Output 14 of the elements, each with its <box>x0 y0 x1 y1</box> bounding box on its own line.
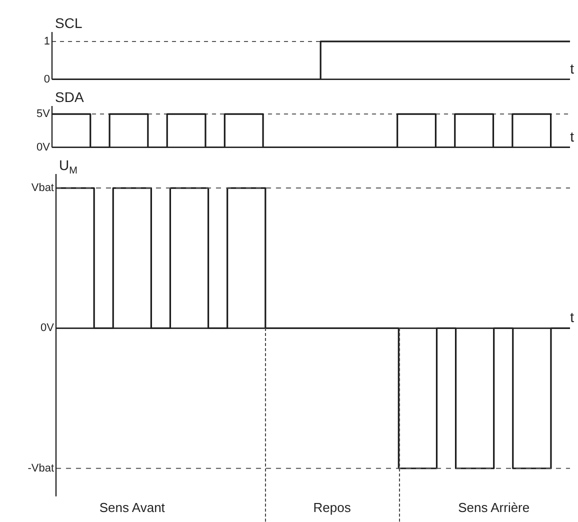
x-tick-label: Sens Arrière <box>458 500 530 515</box>
ref-line-label: Vbat <box>31 182 54 194</box>
ref-line-label: -Vbat <box>28 462 54 474</box>
x-tick-label: Repos <box>313 500 352 515</box>
y-tick-label: 1 <box>44 36 50 48</box>
x-axis-title: t <box>570 128 574 144</box>
x-axis-title: t <box>570 60 574 76</box>
x-tick-label: Sens Avant <box>99 500 166 515</box>
x-axis-title: t <box>570 309 574 326</box>
y-axis-title: SDA <box>55 88 84 105</box>
y-axis-title: SCL <box>55 14 82 31</box>
y-tick-label: 0V <box>36 141 51 154</box>
y-tick-label: 5V <box>36 108 51 120</box>
y-tick-label: 0 <box>44 73 50 86</box>
